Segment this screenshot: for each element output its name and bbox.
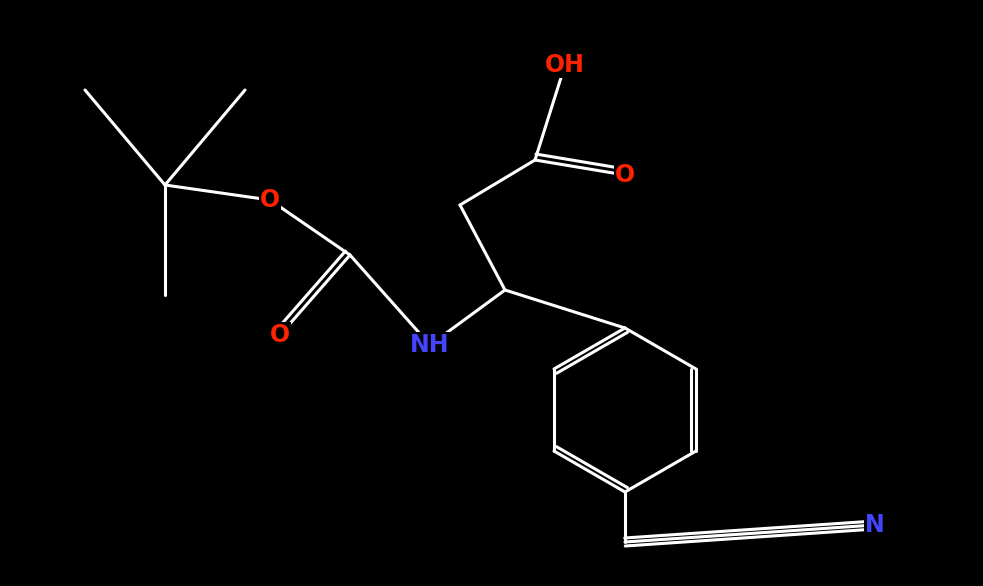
Text: O: O [615, 163, 635, 187]
Text: O: O [260, 188, 280, 212]
Text: NH: NH [410, 333, 450, 357]
Text: OH: OH [545, 53, 585, 77]
Text: N: N [865, 513, 885, 537]
Text: O: O [270, 323, 290, 347]
